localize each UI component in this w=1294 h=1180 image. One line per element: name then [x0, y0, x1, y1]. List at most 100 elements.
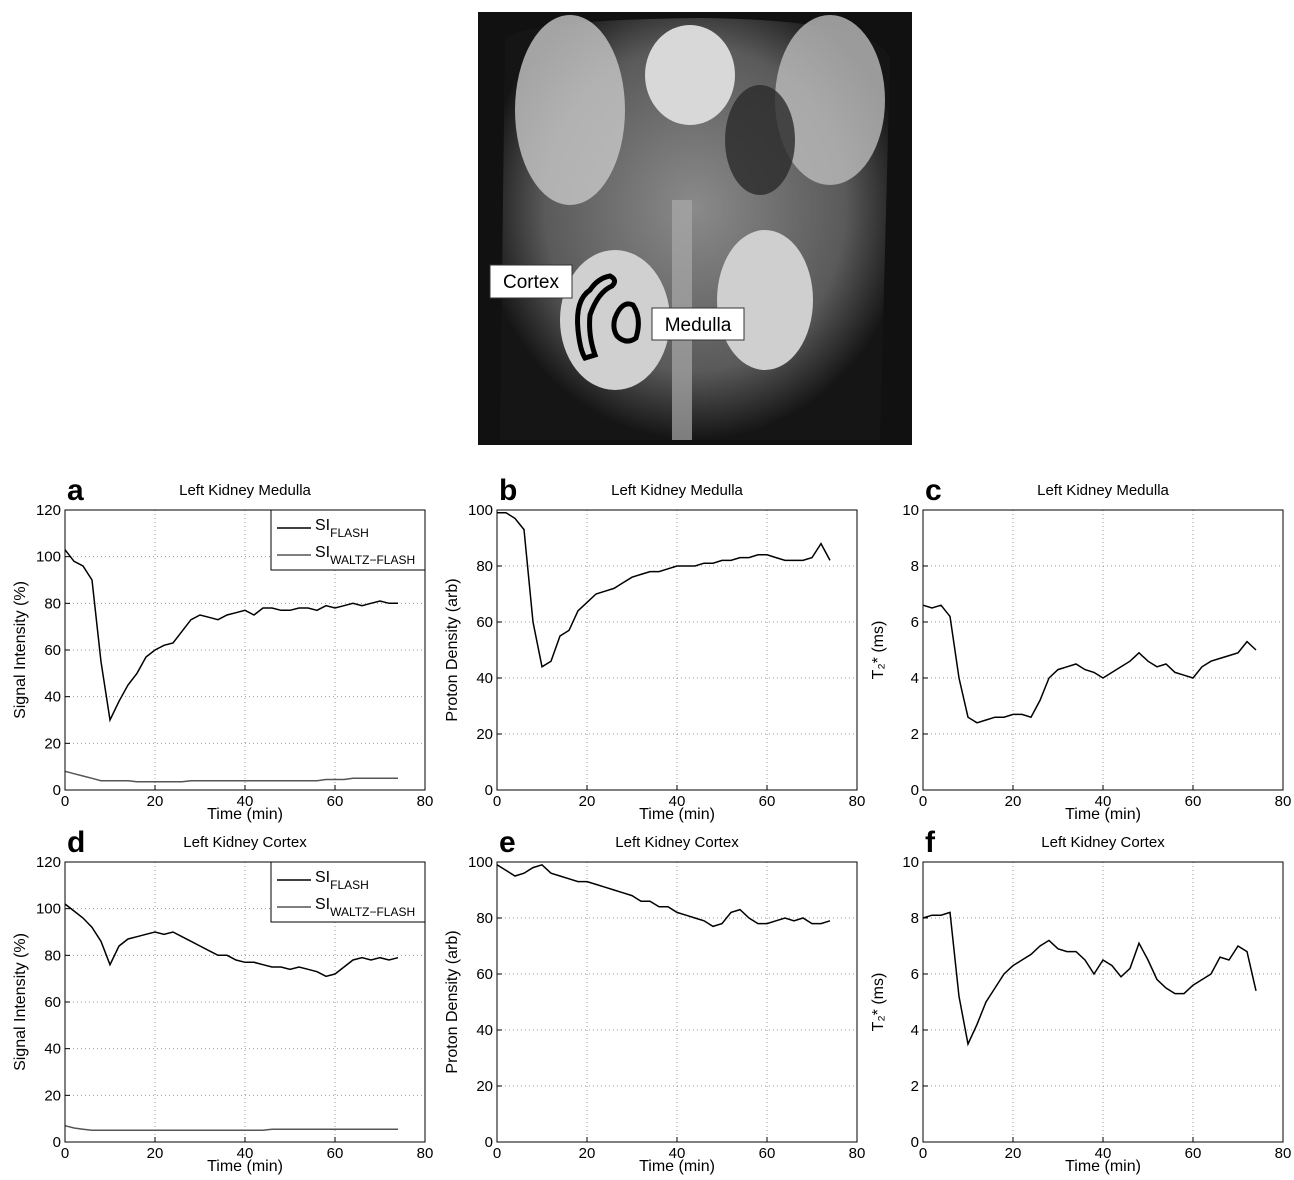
legend-subscript: WALTZ−FLASH [330, 905, 415, 919]
y-tick-label: 0 [485, 1134, 493, 1151]
y-tick-label: 80 [44, 595, 61, 612]
y-tick-label: 20 [476, 1078, 493, 1095]
x-tick-label: 20 [1005, 1145, 1022, 1162]
region-label: Cortex [503, 272, 559, 293]
y-tick-label: 40 [44, 689, 61, 706]
x-axis-label: Time (min) [639, 1158, 715, 1175]
x-tick-label: 60 [327, 793, 344, 810]
y-tick-label: 6 [911, 614, 919, 631]
panel-letter: a [67, 474, 84, 507]
chart-title: Left Kidney Cortex [183, 834, 307, 851]
y-tick-label: 2 [911, 1078, 919, 1095]
y-tick-label: 80 [476, 558, 493, 575]
y-tick-label: 100 [36, 549, 61, 566]
x-tick-label: 20 [1005, 793, 1022, 810]
y-axis-label: Proton Density (arb) [444, 578, 461, 721]
y-tick-label: 0 [911, 1134, 919, 1151]
legend-name: SI [315, 517, 330, 534]
y-tick-label: 60 [476, 966, 493, 983]
y-tick-label: 60 [44, 994, 61, 1011]
figure: Cortex Medulla 020406080020406080100120L… [0, 0, 1294, 1180]
x-axis-label: Time (min) [1065, 806, 1141, 823]
x-axis-label: Time (min) [639, 806, 715, 823]
y-tick-label: 20 [44, 1087, 61, 1104]
x-tick-label: 80 [849, 793, 866, 810]
y-tick-label: 120 [36, 854, 61, 871]
y-tick-label: 120 [36, 502, 61, 519]
y-axis-label: T₂* (ms) [870, 621, 887, 680]
x-tick-label: 60 [1185, 1145, 1202, 1162]
chart-title: Left Kidney Medulla [1037, 482, 1169, 499]
y-axis-label: Signal Intensity (%) [12, 581, 29, 719]
x-axis-label: Time (min) [207, 1158, 283, 1175]
chart-title: Left Kidney Medulla [179, 482, 311, 499]
y-tick-label: 60 [476, 614, 493, 631]
x-tick-label: 80 [417, 1145, 434, 1162]
chart-title: Left Kidney Medulla [611, 482, 743, 499]
legend-subscript: WALTZ−FLASH [330, 553, 415, 567]
x-tick-label: 60 [1185, 793, 1202, 810]
x-tick-label: 80 [1275, 1145, 1292, 1162]
x-tick-label: 60 [327, 1145, 344, 1162]
panel-letter: f [925, 826, 936, 859]
x-tick-label: 0 [61, 1145, 69, 1162]
x-tick-label: 20 [147, 1145, 164, 1162]
x-tick-label: 80 [417, 793, 434, 810]
y-tick-label: 8 [911, 910, 919, 927]
panel-letter: d [67, 826, 85, 859]
panel-letter: e [499, 826, 516, 859]
x-tick-label: 20 [579, 793, 596, 810]
y-tick-label: 100 [468, 854, 493, 871]
x-tick-label: 0 [493, 1145, 501, 1162]
y-tick-label: 6 [911, 966, 919, 983]
y-tick-label: 40 [476, 670, 493, 687]
y-tick-label: 60 [44, 642, 61, 659]
y-axis-label: T₂* (ms) [870, 973, 887, 1032]
y-tick-label: 20 [476, 726, 493, 743]
x-tick-label: 0 [493, 793, 501, 810]
y-tick-label: 4 [911, 1022, 919, 1039]
chart-title: Left Kidney Cortex [615, 834, 739, 851]
x-tick-label: 20 [579, 1145, 596, 1162]
x-tick-label: 80 [1275, 793, 1292, 810]
y-tick-label: 0 [53, 782, 61, 799]
x-tick-label: 0 [919, 793, 927, 810]
y-tick-label: 0 [485, 782, 493, 799]
legend-name: SI [315, 896, 330, 913]
legend-name: SI [315, 544, 330, 561]
panel-letter: c [925, 474, 942, 507]
x-tick-label: 60 [759, 793, 776, 810]
y-tick-label: 40 [44, 1041, 61, 1058]
y-tick-label: 100 [36, 901, 61, 918]
legend-name: SI [315, 869, 330, 886]
x-tick-label: 80 [849, 1145, 866, 1162]
y-tick-label: 20 [44, 735, 61, 752]
y-tick-label: 0 [53, 1134, 61, 1151]
y-tick-label: 10 [902, 854, 919, 871]
x-axis-label: Time (min) [1065, 1158, 1141, 1175]
y-tick-label: 2 [911, 726, 919, 743]
chart-title: Left Kidney Cortex [1041, 834, 1165, 851]
y-tick-label: 4 [911, 670, 919, 687]
x-tick-label: 20 [147, 793, 164, 810]
x-tick-label: 0 [919, 1145, 927, 1162]
panel-letter: b [499, 474, 517, 507]
y-tick-label: 80 [44, 947, 61, 964]
x-axis-label: Time (min) [207, 806, 283, 823]
y-axis-label: Proton Density (arb) [444, 930, 461, 1073]
x-tick-label: 0 [61, 793, 69, 810]
mri-image: Cortex Medulla [478, 12, 912, 445]
y-tick-label: 10 [902, 502, 919, 519]
region-label: Medulla [665, 315, 732, 336]
y-tick-label: 80 [476, 910, 493, 927]
y-tick-label: 40 [476, 1022, 493, 1039]
y-tick-label: 0 [911, 782, 919, 799]
chart: 020406080020406080100120Left Kidney Cort… [12, 826, 433, 1175]
legend-subscript: FLASH [330, 878, 369, 892]
y-axis-label: Signal Intensity (%) [12, 933, 29, 1071]
